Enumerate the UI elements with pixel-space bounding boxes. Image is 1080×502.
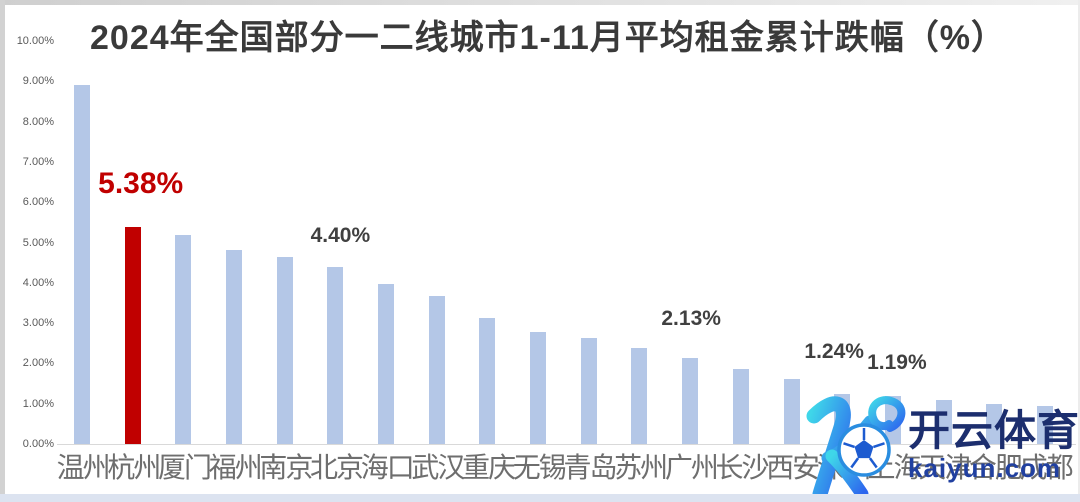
x-axis-label-杭州: 杭州 — [107, 451, 161, 484]
value-label-1.24%: 1.24% — [804, 340, 864, 364]
window-edge-right — [1078, 0, 1080, 502]
x-axis-label-重庆: 重庆 — [462, 451, 516, 484]
y-tick-label: 5.00% — [22, 236, 54, 249]
y-tick-label: 4.00% — [22, 276, 54, 289]
y-tick-label: 1.00% — [22, 397, 54, 410]
watermark-text: 开云体育 kaiyun.com — [908, 407, 1080, 483]
x-axis-label-广州: 广州 — [664, 451, 719, 484]
x-axis-label-合肥: 合肥 — [968, 451, 1023, 484]
y-tick-label: 0.00% — [22, 438, 54, 450]
x-axis-label-西安: 西安 — [766, 451, 820, 484]
bar-武汉 — [428, 296, 445, 444]
bar-长沙 — [732, 369, 749, 444]
x-axis-label-温州: 温州 — [56, 451, 111, 484]
value-label-2.13%: 2.13% — [661, 307, 721, 331]
y-tick-label: 9.00% — [22, 75, 54, 88]
y-tick-label: 8.00% — [22, 115, 54, 128]
bar-杭州 — [124, 227, 141, 444]
x-axis-label-南京: 南京 — [259, 451, 313, 484]
value-label-5.38%: 5.38% — [98, 167, 184, 201]
bar-海口 — [378, 284, 395, 444]
window-edge-top — [0, 0, 1080, 5]
x-axis-line — [57, 444, 1076, 445]
bar-成都 — [1036, 405, 1053, 444]
bar-青岛 — [580, 338, 597, 444]
window-edge-bottom — [0, 494, 1080, 502]
bar-厦门 — [175, 235, 192, 444]
x-axis-label-无锡: 无锡 — [512, 451, 567, 484]
y-tick-label: 7.00% — [22, 155, 54, 168]
x-axis-label-青岛: 青岛 — [563, 451, 617, 484]
bar-南京 — [276, 256, 293, 444]
bar-苏州 — [631, 348, 648, 444]
y-tick-label: 3.00% — [22, 317, 54, 330]
bar-广州 — [682, 358, 699, 444]
y-tick-label: 6.00% — [22, 196, 54, 209]
x-axis-label-苏州: 苏州 — [614, 451, 668, 484]
value-label-1.19%: 1.19% — [867, 351, 927, 375]
chart-title: 2024年全国部分一二线城市1-11月平均租金累计跌幅（%） — [90, 19, 1007, 57]
bar-重庆 — [479, 317, 496, 444]
y-tick-label: 10.00% — [16, 35, 54, 47]
x-axis-label-厦门: 厦门 — [158, 451, 212, 484]
x-axis-label-海口: 海口 — [360, 451, 415, 484]
window-edge-left — [0, 0, 5, 502]
value-label-4.40%: 4.40% — [310, 223, 371, 247]
x-axis-label-福州: 福州 — [208, 451, 263, 484]
bar-无锡 — [530, 331, 547, 444]
bar-天津 — [935, 399, 952, 444]
x-axis-label-成都: 成都 — [1019, 451, 1074, 484]
watermark-brand-name: 开云体育 — [908, 407, 1080, 454]
x-axis-label-长沙: 长沙 — [715, 451, 770, 484]
x-axis-label-天津: 天津 — [918, 451, 972, 484]
x-axis-label-北京: 北京 — [310, 451, 364, 484]
bar-福州 — [226, 250, 243, 444]
bar-北京 — [327, 266, 344, 444]
y-tick-label: 2.00% — [22, 357, 54, 370]
x-axis-label-武汉: 武汉 — [411, 451, 465, 484]
bar-西安 — [783, 378, 800, 444]
bar-合肥 — [986, 404, 1003, 444]
bar-温州 — [74, 85, 90, 444]
watermark-domain: kaiyun.com — [908, 453, 1062, 483]
kaiyun-k-football-logo-icon — [806, 396, 906, 496]
kaiyun-watermark-link[interactable]: 开云体育 kaiyun.com — [742, 396, 1080, 500]
